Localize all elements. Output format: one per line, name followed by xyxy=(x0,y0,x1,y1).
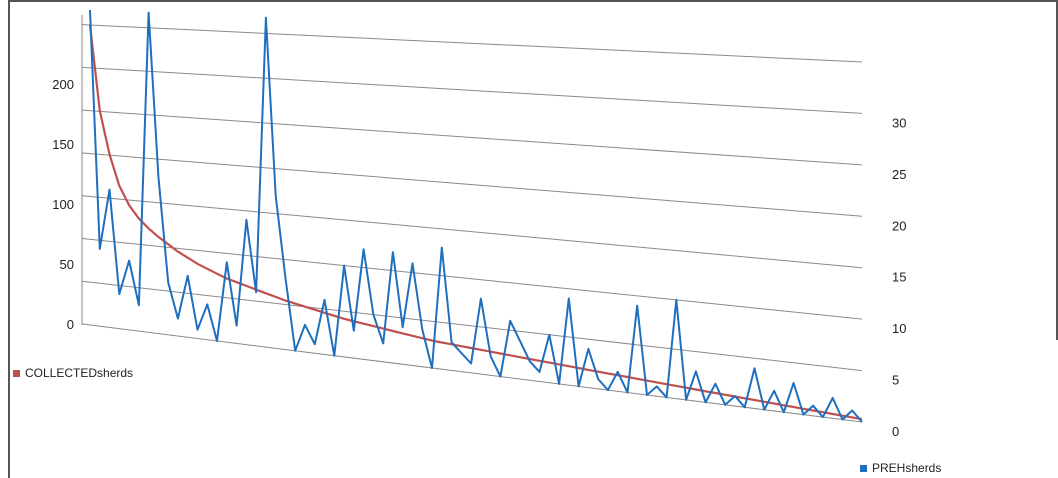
left-axis-ticks: 0 50 100 150 200 xyxy=(52,77,74,332)
gridline xyxy=(82,323,863,423)
left-tick-label: 150 xyxy=(52,137,74,152)
series-collected-line xyxy=(88,24,863,421)
legend-collected: COLLECTEDsherds xyxy=(13,366,133,380)
gridline xyxy=(82,195,863,269)
left-tick-label: 200 xyxy=(52,77,74,92)
right-tick-label: 10 xyxy=(892,321,906,336)
frame-right-border xyxy=(1056,0,1058,340)
gridline xyxy=(82,280,863,372)
gridline xyxy=(82,66,863,114)
left-tick-label: 0 xyxy=(67,317,74,332)
right-axis-ticks: 0 5 10 15 20 25 30 xyxy=(892,115,906,439)
left-tick-label: 50 xyxy=(60,257,74,272)
series-layer xyxy=(88,9,863,423)
gridline xyxy=(82,109,863,166)
right-tick-label: 25 xyxy=(892,167,906,182)
frame-top-border xyxy=(8,0,1058,2)
right-tick-label: 5 xyxy=(892,373,899,388)
legend-collected-label: COLLECTEDsherds xyxy=(25,366,134,380)
right-tick-label: 30 xyxy=(892,115,906,130)
legend-preh-swatch xyxy=(860,464,867,472)
gridline-top xyxy=(82,24,863,63)
legend-preh: PREHsherds xyxy=(860,461,941,475)
gridline xyxy=(82,237,863,320)
frame-left-border xyxy=(8,0,10,478)
right-tick-label: 0 xyxy=(892,424,899,439)
right-tick-label: 20 xyxy=(892,218,906,233)
gridlines xyxy=(81,15,863,423)
left-tick-label: 100 xyxy=(52,197,74,212)
legend-collected-swatch xyxy=(13,369,20,377)
legend-preh-label: PREHsherds xyxy=(872,461,942,475)
series-preh-line xyxy=(89,9,863,423)
gridline xyxy=(82,152,863,217)
right-tick-label: 15 xyxy=(892,270,906,285)
